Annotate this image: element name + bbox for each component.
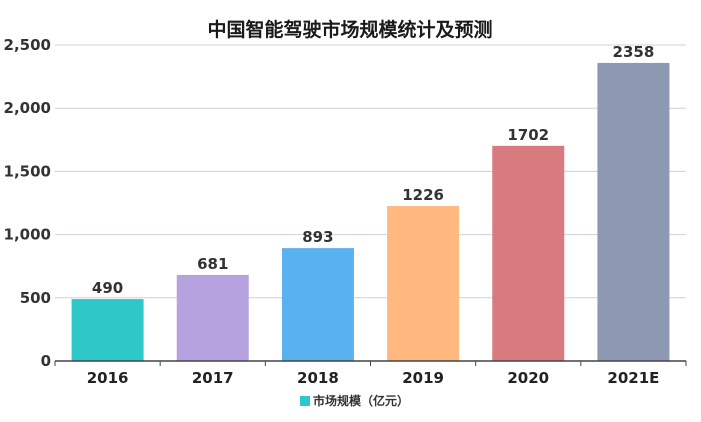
bar [281, 248, 354, 361]
y-tick-label: 2,000 [4, 99, 51, 117]
x-tick-label: 2021E [607, 369, 659, 387]
bar [492, 145, 565, 361]
bar [387, 206, 460, 361]
bar [71, 299, 144, 361]
data-labels: 490 681 893 1226 1702 2358 [92, 43, 654, 297]
y-axis-ticks: 0 500 1,000 1,500 2,000 2,500 [4, 36, 51, 370]
data-label: 1226 [402, 186, 444, 204]
legend-swatch [300, 396, 310, 406]
data-label: 681 [197, 255, 228, 273]
x-tick-label: 2020 [507, 369, 549, 387]
bar [597, 62, 670, 362]
data-label: 490 [92, 279, 123, 297]
y-tick-label: 1,500 [4, 162, 51, 180]
x-tick-label: 2016 [87, 369, 129, 387]
chart-title: 中国智能驾驶市场规模统计及预测 [207, 18, 492, 41]
x-tick-label: 2017 [192, 369, 234, 387]
legend-label: 市场规模（亿元） [313, 393, 409, 408]
y-tick-label: 0 [41, 352, 51, 370]
data-label: 2358 [613, 43, 655, 61]
x-axis-ticks: 2016 2017 2018 2019 2020 2021E [54, 361, 687, 387]
legend: 市场规模（亿元） [300, 393, 409, 408]
data-label: 1702 [507, 126, 549, 144]
bars [71, 62, 670, 362]
y-tick-label: 500 [20, 289, 51, 307]
x-tick-label: 2019 [402, 369, 444, 387]
data-label: 893 [302, 228, 333, 246]
bar [176, 274, 249, 361]
y-tick-label: 2,500 [4, 36, 51, 54]
x-tick-label: 2018 [297, 369, 339, 387]
gridlines [55, 44, 686, 299]
y-tick-label: 1,000 [4, 226, 51, 244]
